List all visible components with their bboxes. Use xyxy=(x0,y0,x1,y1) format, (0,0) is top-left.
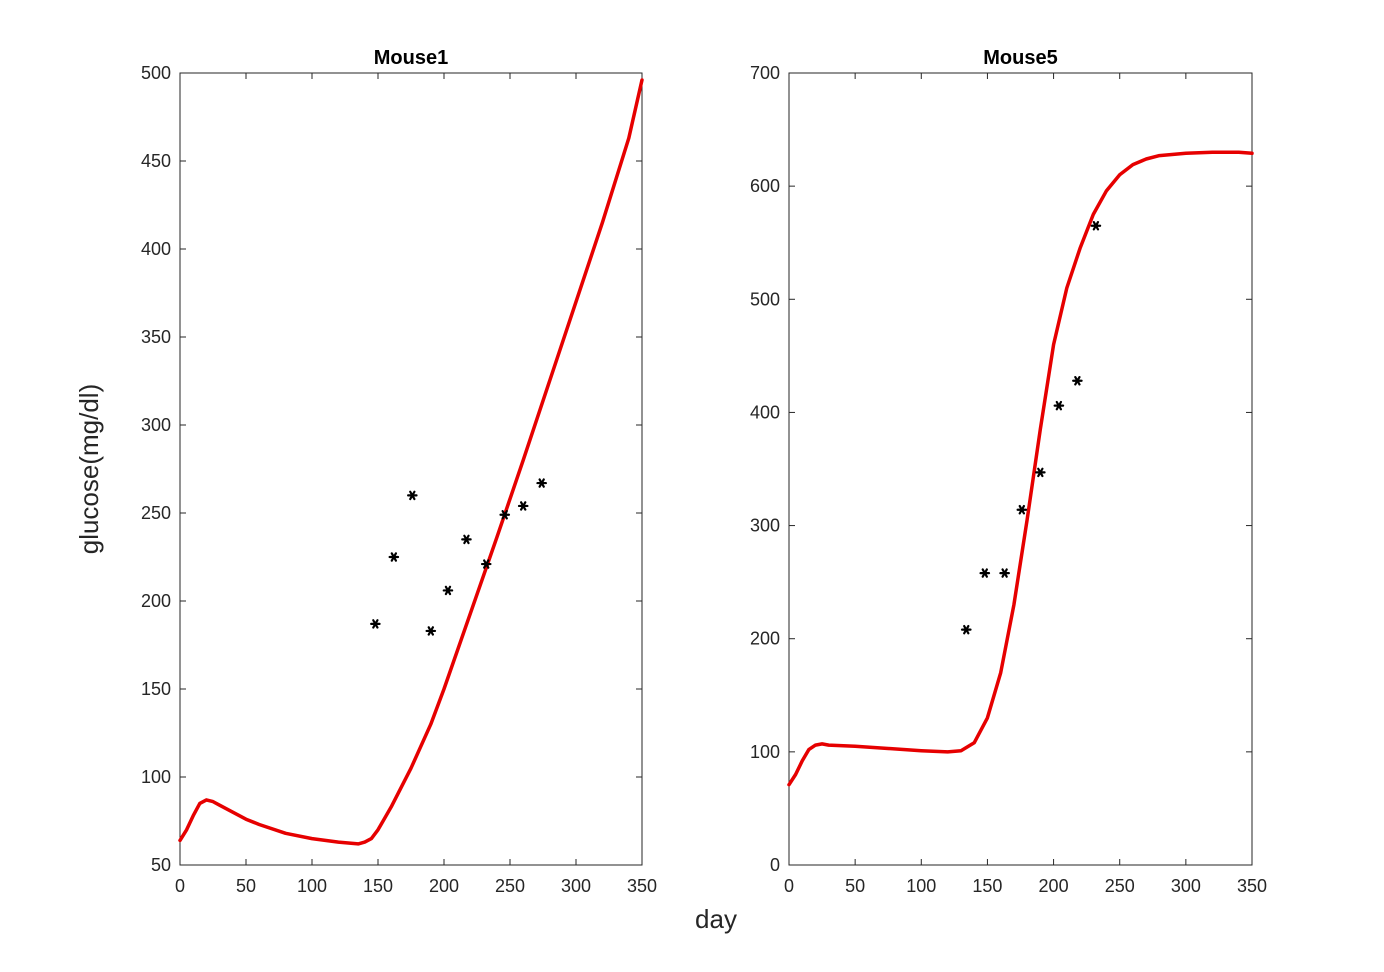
y-tick-label-mouse5: 600 xyxy=(750,176,780,196)
y-tick-label-mouse5: 400 xyxy=(750,402,780,422)
y-tick-label-mouse1: 50 xyxy=(151,855,171,875)
x-tick-label-mouse1: 350 xyxy=(627,876,657,896)
y-tick-label-mouse5: 0 xyxy=(770,855,780,875)
y-tick-label-mouse1: 300 xyxy=(141,415,171,435)
x-tick-label-mouse5: 150 xyxy=(972,876,1002,896)
x-tick-label-mouse1: 0 xyxy=(175,876,185,896)
y-tick-label-mouse1: 250 xyxy=(141,503,171,523)
data-point-mouse5 xyxy=(1035,467,1046,478)
x-tick-label-mouse1: 150 xyxy=(363,876,393,896)
data-point-mouse1 xyxy=(480,559,492,569)
x-tick-label-mouse1: 100 xyxy=(297,876,327,896)
axes-box-mouse1 xyxy=(179,72,643,866)
x-tick-label-mouse5: 300 xyxy=(1171,876,1201,896)
data-point-mouse5 xyxy=(1016,504,1028,515)
y-tick-label-mouse1: 450 xyxy=(141,151,171,171)
x-tick-label-mouse1: 50 xyxy=(236,876,256,896)
chart-title-mouse5: Mouse5 xyxy=(983,47,1057,69)
data-point-mouse1 xyxy=(388,552,400,562)
model-line-mouse1 xyxy=(178,78,644,846)
x-tick-label-mouse5: 0 xyxy=(784,876,794,896)
y-tick-label-mouse5: 300 xyxy=(750,516,780,536)
data-point-mouse1 xyxy=(461,534,472,545)
model-line-mouse5 xyxy=(787,150,1254,787)
panel-mouse5: Mouse5 0 50 100 150 200 250 300 350 0 100 200 300 40… xyxy=(750,47,1267,896)
data-point-mouse1 xyxy=(517,501,529,511)
x-axis-label: day xyxy=(695,904,737,934)
data-point-mouse5 xyxy=(1072,376,1083,386)
data-point-mouse5 xyxy=(999,568,1010,578)
data-point-mouse1 xyxy=(425,626,437,636)
y-tick-label-mouse5: 100 xyxy=(750,742,780,762)
data-point-mouse1 xyxy=(536,478,547,488)
x-tick-label-mouse5: 100 xyxy=(906,876,936,896)
data-point-mouse5 xyxy=(1090,221,1102,231)
data-point-mouse1 xyxy=(370,619,381,629)
panel-mouse1: Mouse1 0 50 100 150 200 250 300 350501001502002… xyxy=(141,47,657,896)
y-tick-label-mouse5: 700 xyxy=(750,63,780,83)
y-tick-label-mouse1: 100 xyxy=(141,767,171,787)
x-tick-label-mouse5: 350 xyxy=(1237,876,1267,896)
chart-title-mouse1: Mouse1 xyxy=(374,47,448,69)
x-tick-label-mouse5: 250 xyxy=(1105,876,1135,896)
x-tick-label-mouse1: 300 xyxy=(561,876,591,896)
y-tick-label-mouse1: 150 xyxy=(141,679,171,699)
data-point-mouse1 xyxy=(442,585,454,596)
x-tick-label-mouse5: 50 xyxy=(845,876,865,896)
data-point-mouse5 xyxy=(1053,400,1065,411)
axes-box-mouse5 xyxy=(788,72,1253,866)
data-point-mouse5 xyxy=(979,568,991,578)
y-tick-label-mouse1: 200 xyxy=(141,591,171,611)
y-tick-label-mouse5: 200 xyxy=(750,629,780,649)
data-point-mouse1 xyxy=(407,490,418,501)
y-axis-label: glucose(mg/dl) xyxy=(74,384,104,555)
x-tick-label-mouse1: 200 xyxy=(429,876,459,896)
data-point-mouse1 xyxy=(499,510,511,520)
data-point-mouse5 xyxy=(960,624,972,635)
x-tick-label-mouse1: 250 xyxy=(495,876,525,896)
y-tick-label-mouse1: 400 xyxy=(141,239,171,259)
y-tick-label-mouse5: 500 xyxy=(750,289,780,309)
x-tick-label-mouse5: 200 xyxy=(1039,876,1069,896)
y-tick-label-mouse1: 350 xyxy=(141,327,171,347)
y-tick-label-mouse1: 500 xyxy=(141,63,171,83)
